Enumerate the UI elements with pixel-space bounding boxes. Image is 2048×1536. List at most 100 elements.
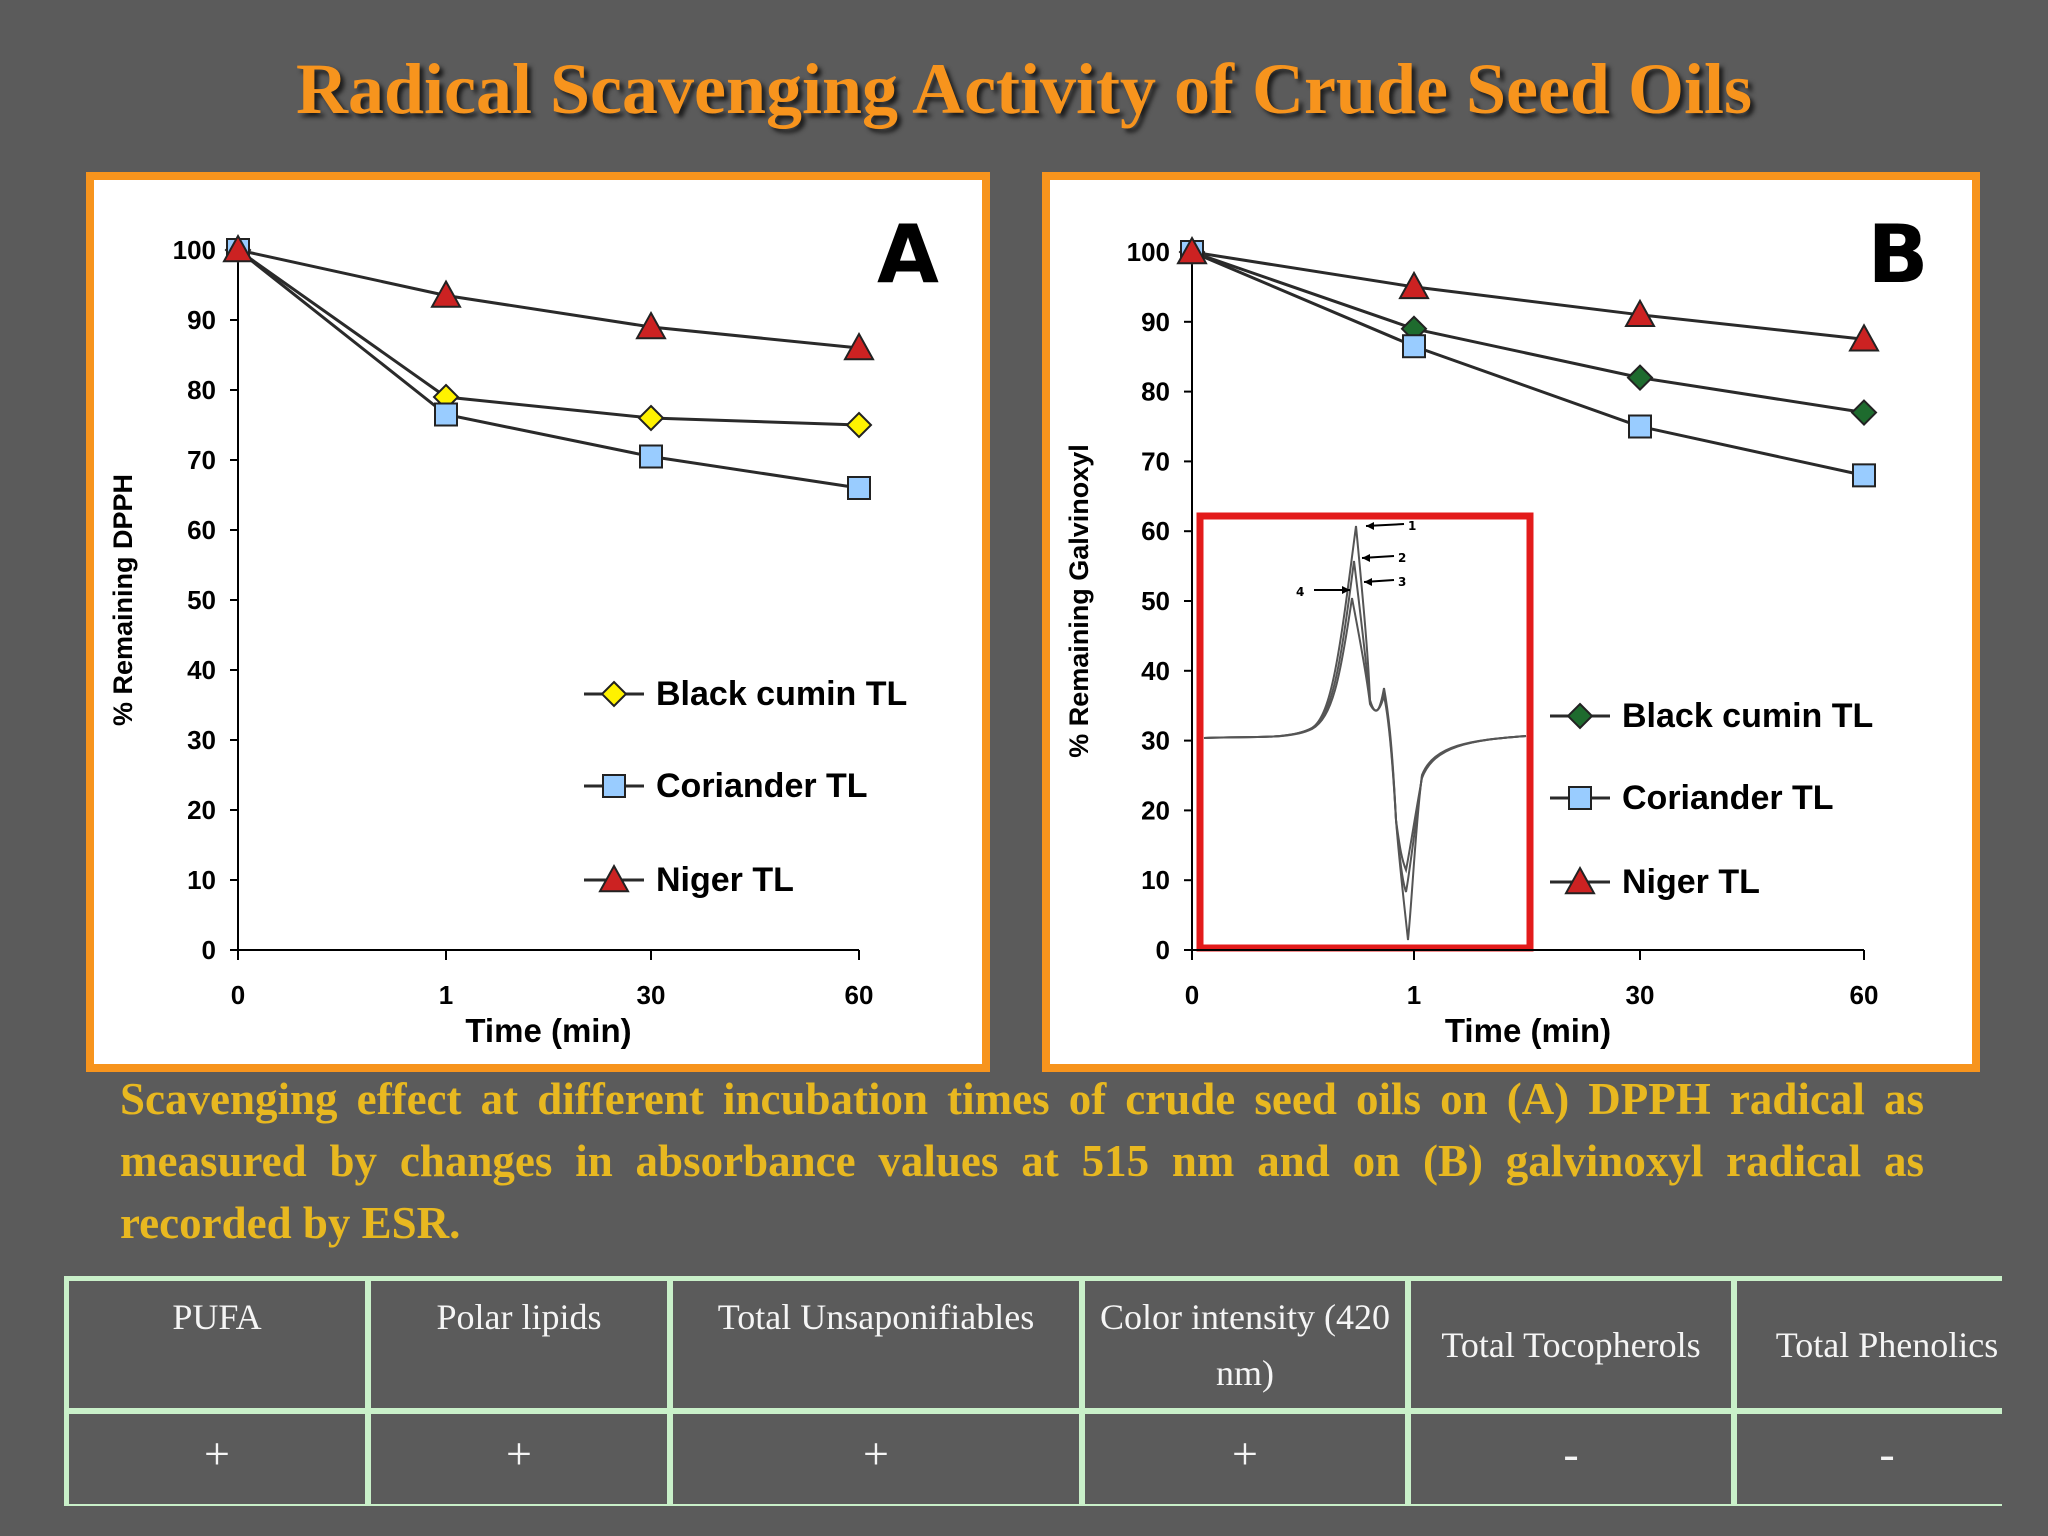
table-value-cell: +	[69, 1414, 365, 1504]
data-point	[1850, 399, 1878, 426]
table-header-cell: Polar lipids	[371, 1281, 667, 1408]
legend-label: Niger TL	[1622, 863, 1760, 901]
x-tick-label: 60	[1850, 980, 1879, 1010]
data-point	[1402, 334, 1426, 359]
data-point	[430, 279, 462, 308]
y-tick-label: 40	[1141, 656, 1170, 686]
x-axis-label: Time (min)	[1445, 1012, 1611, 1049]
figure-caption: Scavenging effect at different incubatio…	[120, 1074, 1924, 1248]
x-axis-label: Time (min)	[465, 1012, 631, 1049]
property-table: PUFA Polar lipids Total Unsaponifiables …	[64, 1276, 2037, 1506]
legend-marker	[598, 863, 630, 893]
peak-arrowhead	[1366, 522, 1374, 530]
y-tick-label: 30	[1141, 726, 1170, 756]
legend-label: Black cumin TL	[656, 675, 907, 713]
peak-arrowhead	[1364, 578, 1372, 586]
chart-panel-a: 0 10 20 30 40 50 60 70 80 90 100 0 1 30 60 Time (min) % …	[86, 172, 990, 1072]
data-point	[1624, 298, 1656, 328]
series-line	[237, 248, 860, 350]
y-tick-label: 0	[202, 935, 216, 965]
y-tick-label: 30	[187, 725, 216, 755]
y-tick-label: 50	[1141, 586, 1170, 616]
inset-frame	[1196, 512, 1534, 952]
legend-marker	[600, 680, 628, 708]
series-line	[1191, 250, 1865, 415]
y-tick-label: 90	[187, 305, 216, 335]
table-value-cell: +	[371, 1414, 667, 1504]
peak-label: 4	[1296, 585, 1304, 599]
x-tick-label: 0	[231, 980, 245, 1010]
chart-a-svg: 0 10 20 30 40 50 60 70 80 90 100 0 1 30 60 Time (min) % …	[108, 208, 939, 1049]
y-axis-label: % Remaining Galvinoxyl	[1064, 444, 1094, 758]
slide-title: Radical Scavenging Activity of Crude See…	[296, 49, 1752, 129]
table-header-cell: Color intensity (420 nm)	[1085, 1281, 1405, 1408]
x-tick-label: 30	[637, 980, 666, 1010]
data-point	[222, 233, 254, 263]
series-line	[1191, 250, 1865, 477]
y-tick-label: 0	[1156, 935, 1170, 965]
legend-label: Coriander TL	[656, 767, 868, 805]
series-line	[237, 248, 860, 427]
table-value-cell: +	[673, 1414, 1079, 1504]
y-tick-label: 80	[1141, 377, 1170, 407]
esr-spectrum-inset: 1 2 3 4	[1196, 512, 1534, 952]
table-header-cell: Total Phenolics	[1737, 1281, 2037, 1408]
y-tick-label: 90	[1141, 307, 1170, 337]
x-tick-label: 30	[1626, 980, 1655, 1010]
legend-marker	[1566, 702, 1594, 730]
data-point	[1626, 364, 1654, 392]
data-point	[1628, 414, 1652, 439]
series-line	[237, 248, 860, 490]
esr-trace	[1203, 597, 1527, 874]
legend-marker	[1564, 865, 1596, 895]
data-point	[434, 402, 458, 427]
data-point	[1852, 463, 1876, 488]
legend-label: Niger TL	[656, 861, 794, 899]
y-tick-label: 20	[1141, 795, 1170, 825]
legend-marker	[602, 774, 626, 798]
y-tick-label: 40	[187, 655, 216, 685]
y-tick-label: 10	[1141, 865, 1170, 895]
peak-arrowhead	[1342, 586, 1350, 594]
table-header-cell: PUFA	[69, 1281, 365, 1408]
data-point	[635, 310, 667, 340]
data-point	[843, 331, 875, 361]
peak-label: 3	[1398, 575, 1406, 589]
x-tick-label: 1	[439, 980, 453, 1010]
x-tick-label: 0	[1185, 980, 1199, 1010]
y-tick-label: 100	[173, 235, 216, 265]
x-tick-label: 1	[1407, 980, 1421, 1010]
table-header-cell: Total Unsaponifiables	[673, 1281, 1079, 1408]
series-line	[1191, 250, 1865, 341]
esr-trace	[1203, 525, 1527, 941]
table-value-cell: -	[1737, 1414, 2037, 1504]
legend-label: Black cumin TL	[1622, 697, 1873, 735]
data-point	[1176, 235, 1208, 265]
data-point	[847, 476, 871, 500]
y-tick-label: 10	[187, 865, 216, 895]
peak-label: 2	[1398, 551, 1406, 565]
table-header-cell: Total Tocopherols	[1411, 1281, 1731, 1408]
y-axis-label: % Remaining DPPH	[108, 474, 138, 726]
data-point	[639, 444, 663, 469]
y-tick-label: 70	[187, 445, 216, 475]
panel-letter: A	[877, 208, 939, 301]
data-point	[1398, 270, 1430, 300]
y-tick-label: 70	[1141, 446, 1170, 476]
data-point	[1848, 323, 1880, 352]
y-tick-label: 80	[187, 375, 216, 405]
y-tick-label: 60	[1141, 516, 1170, 546]
table-value-cell: +	[1085, 1414, 1405, 1504]
peak-arrowhead	[1362, 554, 1370, 562]
x-tick-label: 60	[845, 980, 874, 1010]
y-tick-label: 20	[187, 795, 216, 825]
y-tick-label: 60	[187, 515, 216, 545]
data-point	[845, 411, 873, 439]
data-point	[637, 404, 665, 432]
panel-letter: B	[1868, 208, 1929, 301]
legend-label: Coriander TL	[1622, 779, 1834, 817]
legend-marker	[1568, 786, 1592, 810]
y-tick-label: 50	[187, 585, 216, 615]
table-value-cell: -	[1411, 1414, 1731, 1504]
